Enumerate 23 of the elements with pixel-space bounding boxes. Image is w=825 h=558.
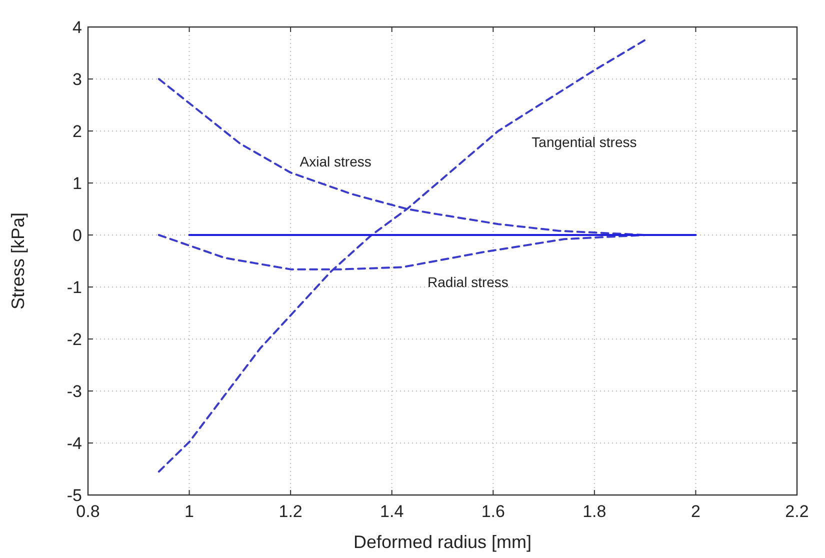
y-axis-title: Stress [kPa] bbox=[8, 212, 28, 310]
y-tick-label: 1 bbox=[72, 174, 82, 193]
x-axis-title: Deformed radius [mm] bbox=[353, 532, 532, 552]
series-label: Tangential stress bbox=[532, 134, 637, 150]
x-tick-label: 2 bbox=[690, 502, 700, 521]
series-label: Axial stress bbox=[300, 154, 372, 170]
y-tick-label: -2 bbox=[66, 330, 82, 349]
y-tick-label: -3 bbox=[66, 382, 82, 401]
y-tick-label: 0 bbox=[72, 226, 82, 245]
x-tick-label: 2.2 bbox=[785, 502, 809, 521]
x-tick-label: 1.6 bbox=[481, 502, 505, 521]
y-tick-label: -5 bbox=[66, 486, 82, 505]
y-tick-label: -1 bbox=[66, 278, 82, 297]
y-tick-label: -4 bbox=[66, 434, 82, 453]
y-tick-label: 4 bbox=[72, 18, 82, 37]
x-tick-label: 1 bbox=[184, 502, 194, 521]
x-tick-label: 1.4 bbox=[380, 502, 404, 521]
x-tick-label: 0.8 bbox=[76, 502, 100, 521]
series-label: Radial stress bbox=[428, 274, 508, 290]
y-tick-label: 2 bbox=[72, 122, 82, 141]
y-tick-label: 3 bbox=[72, 70, 82, 89]
x-tick-label: 1.2 bbox=[278, 502, 302, 521]
x-tick-label: 1.8 bbox=[582, 502, 606, 521]
